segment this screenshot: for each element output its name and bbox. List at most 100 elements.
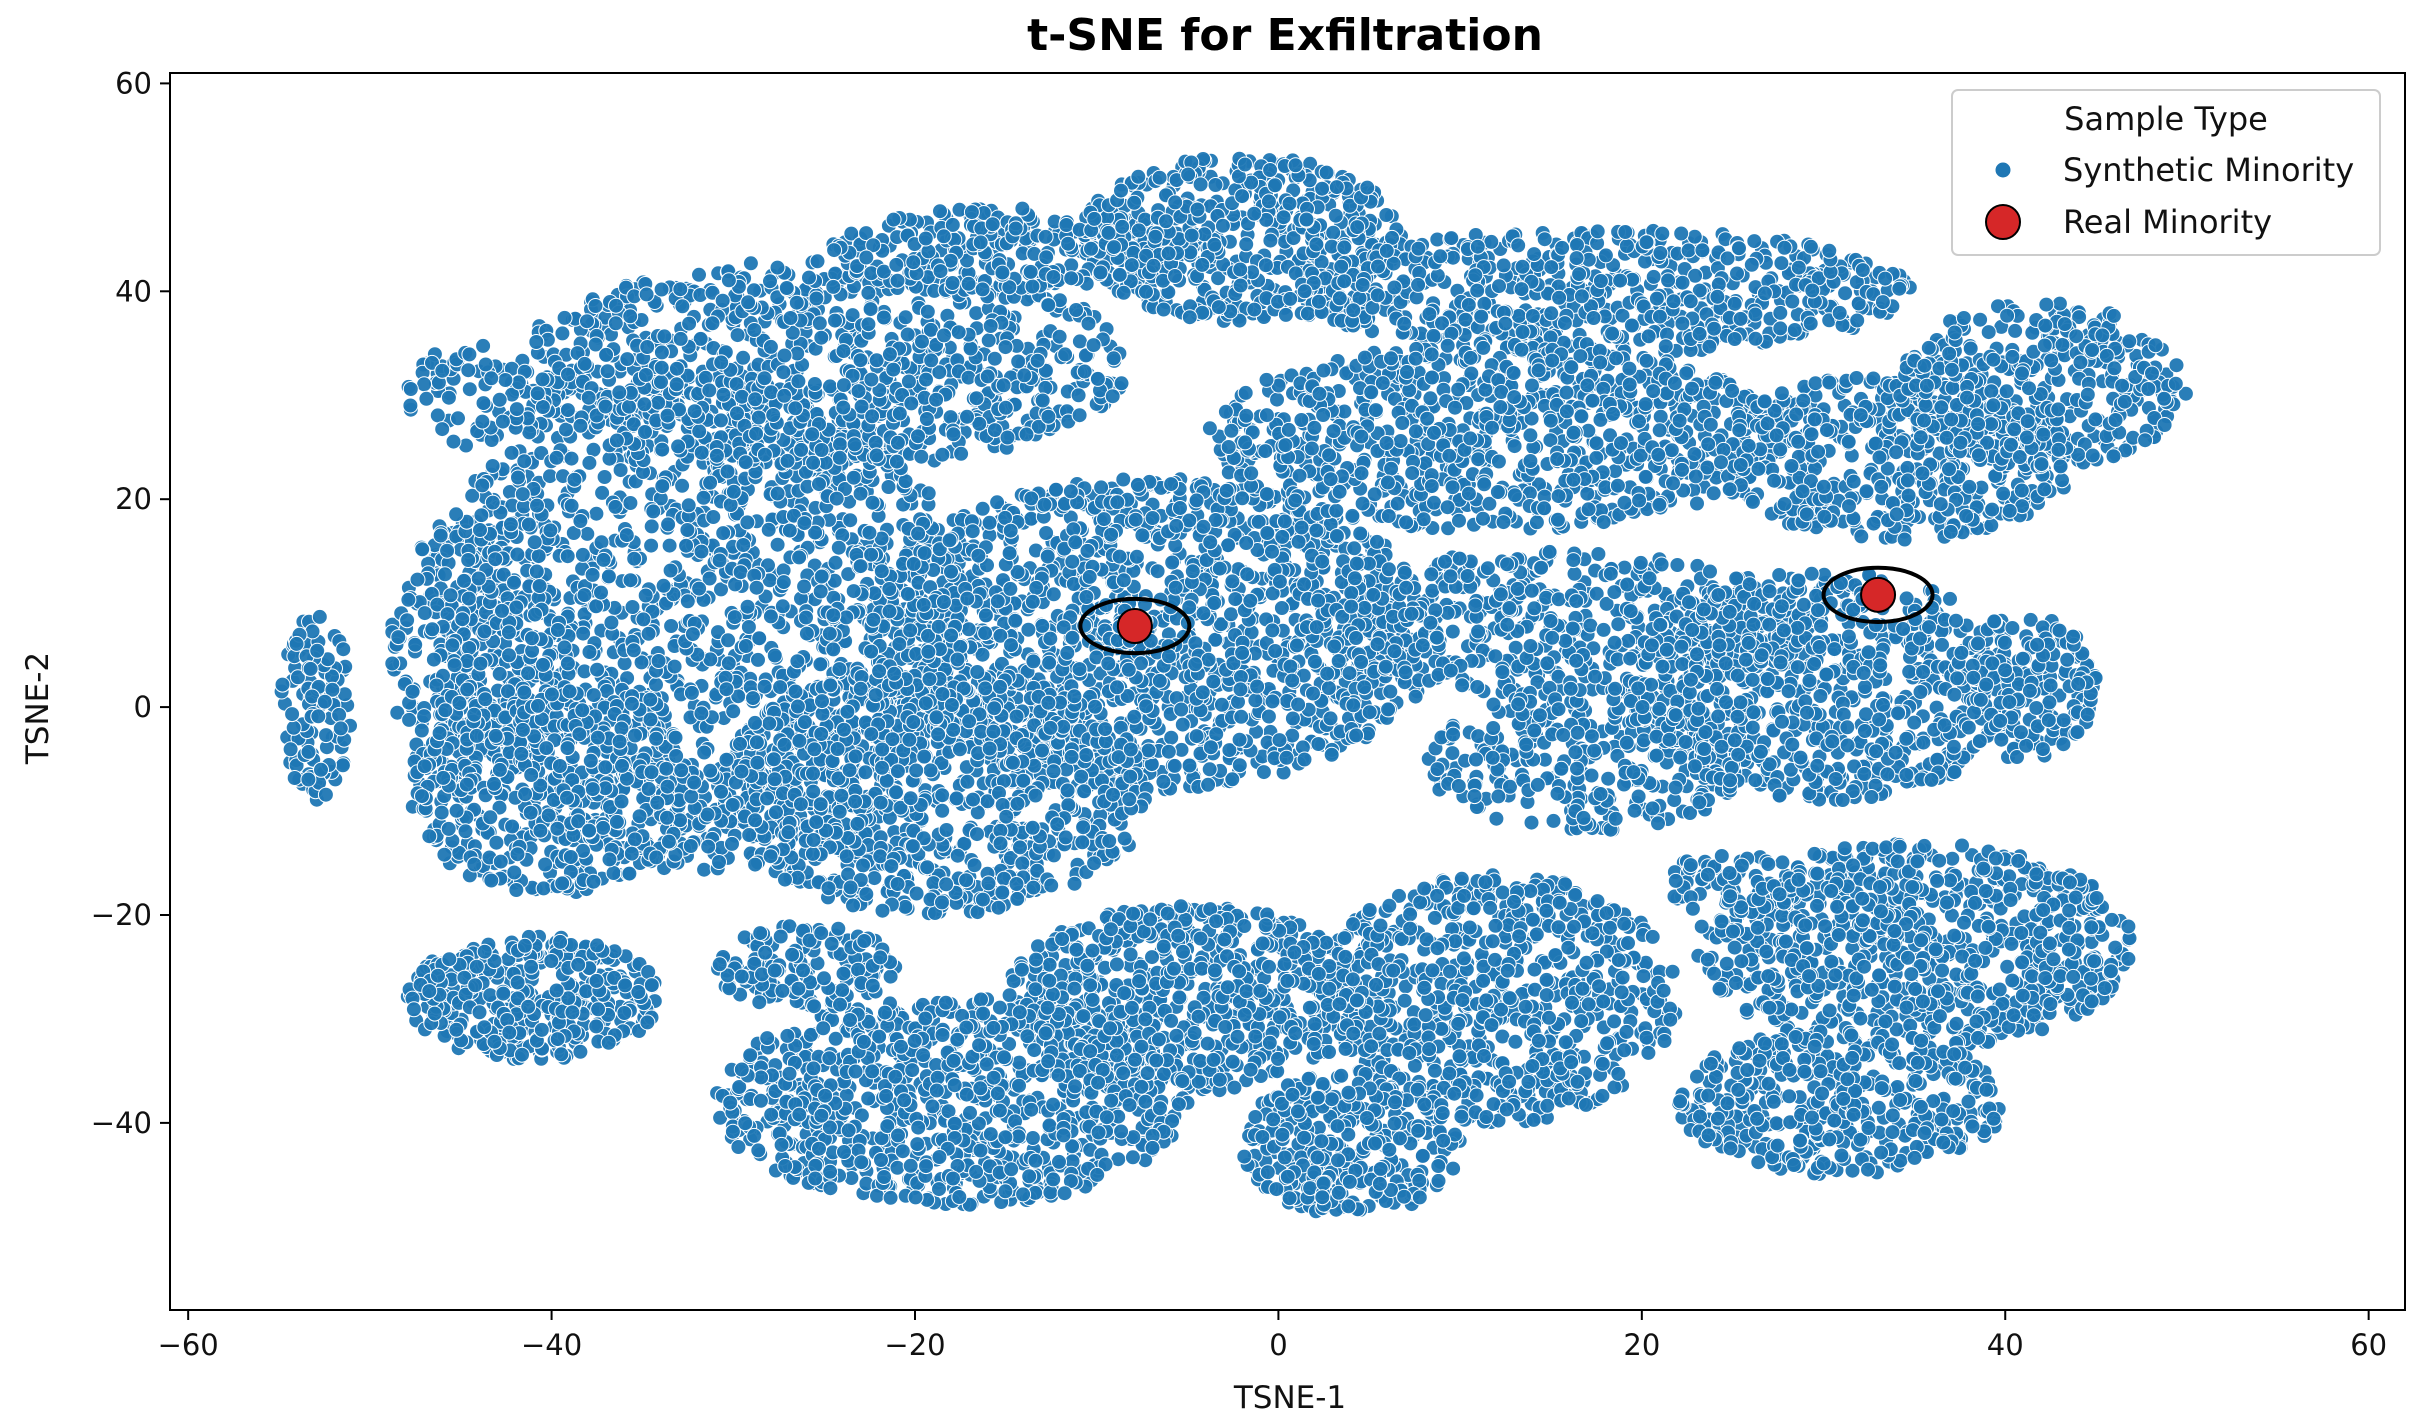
synthetic-point bbox=[720, 655, 737, 672]
synthetic-point bbox=[1234, 644, 1251, 661]
synthetic-point bbox=[838, 848, 855, 865]
synthetic-point bbox=[1027, 787, 1044, 804]
synthetic-point bbox=[1239, 566, 1256, 583]
synthetic-point bbox=[1111, 548, 1128, 565]
synthetic-point bbox=[798, 625, 815, 642]
synthetic-point bbox=[517, 786, 534, 803]
synthetic-point bbox=[830, 539, 847, 556]
synthetic-point bbox=[1128, 548, 1145, 565]
synthetic-point bbox=[446, 657, 463, 674]
synthetic-point bbox=[520, 665, 537, 682]
synthetic-point bbox=[654, 478, 671, 495]
synthetic-point bbox=[969, 664, 986, 680]
synthetic-point bbox=[805, 832, 822, 848]
synthetic-point bbox=[934, 802, 951, 819]
synthetic-point bbox=[1195, 605, 1212, 622]
chart-title: t-SNE for Exfiltration bbox=[1027, 10, 1543, 61]
synthetic-point bbox=[1093, 479, 1110, 496]
synthetic-point bbox=[470, 570, 487, 587]
synthetic-point bbox=[500, 624, 517, 641]
synthetic-point bbox=[576, 587, 593, 604]
synthetic-point bbox=[864, 494, 881, 511]
synthetic-point bbox=[863, 726, 880, 743]
synthetic-point bbox=[1323, 746, 1340, 763]
synthetic-point bbox=[662, 562, 679, 579]
synthetic-point bbox=[1025, 879, 1042, 896]
synthetic-point bbox=[943, 697, 960, 713]
synthetic-point bbox=[543, 686, 560, 703]
synthetic-point bbox=[1255, 764, 1272, 781]
synthetic-point bbox=[1271, 732, 1288, 749]
synthetic-point bbox=[454, 611, 471, 628]
synthetic-point bbox=[1168, 517, 1185, 534]
synthetic-point bbox=[776, 736, 793, 753]
synthetic-point bbox=[711, 854, 727, 870]
synthetic-point bbox=[789, 698, 806, 715]
synthetic-point bbox=[549, 820, 566, 837]
synthetic-point bbox=[1043, 877, 1060, 894]
synthetic-point bbox=[1074, 834, 1091, 851]
synthetic-point bbox=[566, 471, 583, 488]
synthetic-point bbox=[542, 522, 559, 539]
synthetic-point bbox=[780, 824, 797, 841]
synthetic-point bbox=[1122, 768, 1139, 785]
synthetic-point bbox=[822, 677, 839, 694]
synthetic-point bbox=[474, 477, 491, 494]
synthetic-point bbox=[1076, 783, 1093, 800]
synthetic-point bbox=[873, 563, 890, 580]
synthetic-point bbox=[654, 441, 671, 458]
synthetic-point bbox=[769, 485, 786, 502]
synthetic-point bbox=[881, 603, 898, 620]
synthetic-point bbox=[722, 497, 739, 513]
synthetic-point bbox=[640, 625, 657, 642]
synthetic-point bbox=[1012, 839, 1028, 856]
synthetic-point bbox=[1213, 696, 1230, 713]
synthetic-point bbox=[623, 695, 640, 712]
synthetic-point bbox=[659, 778, 676, 795]
synthetic-point bbox=[585, 687, 602, 704]
synthetic-point bbox=[1202, 534, 1219, 551]
synthetic-point bbox=[605, 865, 622, 881]
synthetic-point bbox=[1002, 522, 1019, 539]
synthetic-point bbox=[702, 762, 719, 779]
synthetic-point bbox=[980, 875, 997, 892]
synthetic-point bbox=[527, 606, 543, 623]
synthetic-point bbox=[600, 568, 617, 585]
synthetic-point bbox=[1231, 731, 1248, 748]
synthetic-point bbox=[523, 630, 540, 647]
synthetic-point bbox=[1163, 476, 1180, 493]
synthetic-point bbox=[660, 516, 677, 533]
synthetic-point bbox=[831, 661, 848, 678]
synthetic-point bbox=[648, 676, 664, 693]
synthetic-point bbox=[974, 891, 991, 908]
synthetic-point bbox=[506, 864, 523, 881]
synthetic-point bbox=[648, 849, 665, 866]
synthetic-point bbox=[1041, 654, 1058, 671]
synthetic-point bbox=[849, 815, 866, 832]
synthetic-point bbox=[645, 503, 662, 520]
synthetic-point bbox=[1120, 661, 1137, 678]
synthetic-point bbox=[715, 525, 732, 542]
synthetic-point bbox=[487, 551, 504, 568]
synthetic-point bbox=[867, 687, 884, 704]
synthetic-point bbox=[1319, 665, 1336, 682]
synthetic-point bbox=[531, 578, 548, 594]
synthetic-point bbox=[528, 563, 545, 580]
synthetic-point bbox=[857, 764, 874, 781]
synthetic-point bbox=[695, 489, 712, 506]
synthetic-point bbox=[530, 548, 547, 565]
synthetic-point bbox=[1382, 683, 1399, 700]
synthetic-point bbox=[504, 818, 521, 835]
synthetic-point bbox=[928, 709, 945, 726]
synthetic-point bbox=[1126, 708, 1143, 725]
synthetic-point bbox=[921, 671, 938, 688]
synthetic-point bbox=[1296, 751, 1313, 768]
synthetic-point bbox=[1144, 510, 1161, 526]
synthetic-point bbox=[549, 622, 566, 638]
synthetic-point bbox=[1194, 684, 1211, 701]
synthetic-point bbox=[777, 871, 793, 888]
synthetic-point bbox=[595, 551, 612, 568]
synthetic-point bbox=[899, 586, 916, 602]
synthetic-point bbox=[416, 605, 433, 622]
synthetic-point bbox=[1220, 537, 1237, 554]
